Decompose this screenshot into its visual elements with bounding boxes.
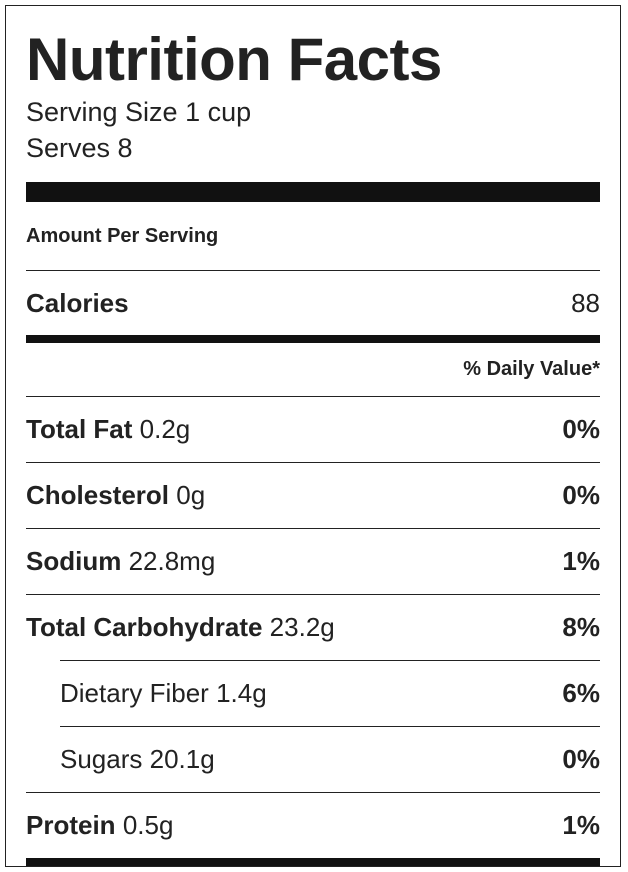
sub-nutrient-row-dietary-fiber: Dietary Fiber 1.4g 6%: [60, 660, 600, 726]
nutrient-row-sodium: Sodium 22.8mg 1%: [26, 528, 600, 594]
label-title: Nutrition Facts: [26, 26, 442, 93]
calories-row: Calories 88: [26, 270, 600, 335]
calories-value: 88: [571, 287, 600, 318]
bottom-divider: [26, 858, 600, 866]
nutrient-row-total-fat: Total Fat 0.2g 0%: [26, 396, 600, 462]
serving-size: Serving Size 1 cup: [26, 97, 252, 127]
nutrient-amount: 0g: [176, 480, 206, 510]
thick-divider: [26, 182, 600, 202]
sub-nutrient-name: Sugars: [60, 744, 143, 774]
sub-nutrient-row-sugars: Sugars 20.1g 0%: [60, 726, 600, 792]
nutrient-amount: 22.8mg: [128, 546, 216, 576]
sub-nutrient-dv: 6%: [562, 678, 600, 708]
nutrient-dv: 1%: [562, 546, 600, 576]
medium-divider: [26, 335, 600, 343]
nutrient-dv: 0%: [562, 414, 600, 444]
servings-count: Serves 8: [26, 133, 133, 163]
nutrient-amount: 0.5g: [122, 810, 174, 840]
nutrient-name: Sodium: [26, 546, 122, 576]
nutrient-row-protein: Protein 0.5g 1%: [26, 792, 600, 858]
sub-nutrient-name: Dietary Fiber: [60, 678, 209, 708]
nutrient-dv: 8%: [562, 612, 600, 642]
nutrient-name: Protein: [26, 810, 116, 840]
nutrient-name: Total Fat: [26, 414, 133, 444]
amount-per-serving: Amount Per Serving: [26, 225, 219, 247]
nutrition-facts-label: Nutrition Facts Serving Size 1 cup Serve…: [5, 5, 621, 867]
nutrient-amount: 0.2g: [139, 414, 191, 444]
nutrient-dv: 0%: [562, 480, 600, 510]
nutrient-amount: 23.2g: [269, 612, 335, 642]
calories-label: Calories: [26, 287, 129, 318]
nutrient-dv: 1%: [562, 810, 600, 840]
sub-nutrient-amount: 1.4g: [216, 678, 267, 708]
nutrient-row-cholesterol: Cholesterol 0g 0%: [26, 462, 600, 528]
sub-nutrient-amount: 20.1g: [149, 744, 215, 774]
nutrient-row-total-carbohydrate: Total Carbohydrate 23.2g 8%: [26, 594, 600, 660]
nutrient-name: Cholesterol: [26, 480, 170, 510]
daily-value-header: % Daily Value*: [463, 358, 600, 380]
serving-info: Serving Size 1 cup Serves 8: [26, 94, 600, 166]
sub-nutrient-dv: 0%: [562, 744, 600, 774]
nutrient-name: Total Carbohydrate: [26, 612, 263, 642]
